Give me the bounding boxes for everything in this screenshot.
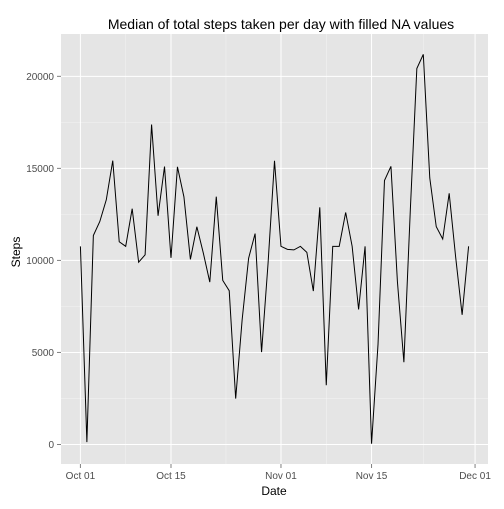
series-line — [79, 54, 470, 444]
y-axis-label: Steps — [9, 237, 23, 268]
y-tick-label: 20000 — [26, 72, 54, 83]
x-axis-label: Date — [261, 484, 287, 498]
x-tick-label: Oct 15 — [156, 471, 186, 482]
plot-panel — [61, 34, 488, 464]
x-tick-label: Dec 01 — [459, 471, 491, 482]
y-tick-label: 10000 — [26, 256, 54, 267]
y-tick-label: 0 — [48, 440, 54, 451]
minor-gridlines — [61, 34, 488, 464]
y-axis: 0 5000 10000 15000 20000 — [26, 72, 61, 451]
chart-title: Median of total steps taken per day with… — [108, 16, 454, 32]
y-tick-label: 15000 — [26, 164, 54, 175]
x-tick-label: Nov 01 — [265, 471, 297, 482]
x-axis: Oct 01 Oct 15 Nov 01 Nov 15 Dec 01 — [66, 464, 491, 482]
x-tick-label: Oct 01 — [66, 471, 96, 482]
x-tick-label: Nov 15 — [356, 471, 388, 482]
y-tick-label: 5000 — [32, 348, 55, 359]
